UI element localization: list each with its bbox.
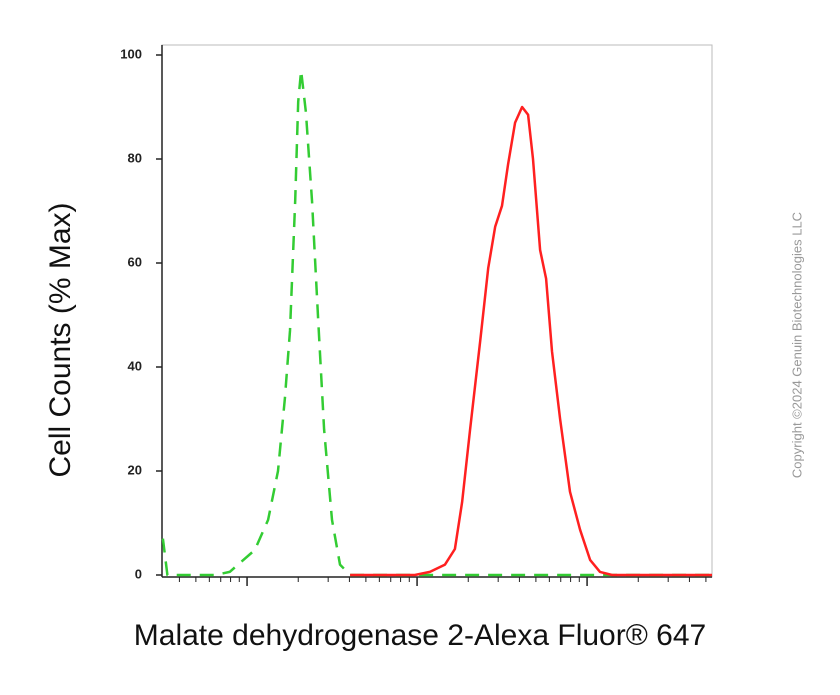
plot-frame: [161, 44, 713, 578]
y-axis-label: Cell Counts (% Max): [44, 202, 77, 477]
y-tick-label: 60: [128, 254, 142, 269]
x-axis-label: Malate dehydrogenase 2-Alexa Fluor® 647: [134, 619, 706, 652]
y-tick-label: 80: [128, 150, 142, 165]
y-tick-label: 0: [135, 566, 142, 581]
y-tick-label: 100: [120, 46, 142, 61]
watermark: Copyright ©2024 Genuin Biotechnologies L…: [789, 212, 804, 478]
histogram-line: [350, 105, 712, 577]
y-tick-label: 40: [128, 358, 142, 373]
histogram-line: [161, 69, 712, 577]
y-tick-label: 20: [128, 462, 142, 477]
